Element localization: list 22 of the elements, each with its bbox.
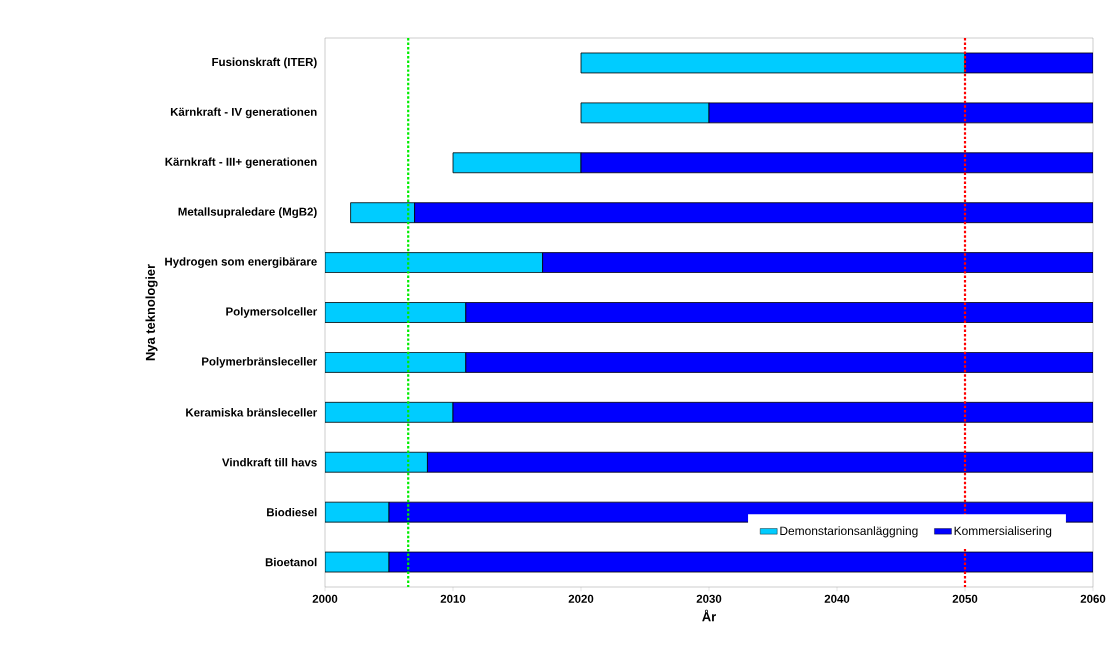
- legend-label: Demonstarionsanläggning: [780, 526, 918, 538]
- y-tick-label: Fusionskraft (ITER): [212, 57, 317, 69]
- x-tick-label: 2010: [440, 594, 466, 603]
- y-axis-title: Nya teknologier: [145, 264, 158, 361]
- x-tick-label: 2030: [696, 594, 722, 603]
- x-tick-label: 2040: [824, 594, 850, 603]
- y-tick-label: Biodiesel: [267, 507, 317, 517]
- x-tick-label: 2020: [568, 594, 594, 603]
- y-tick-label: Metallsupraledare (MgB2): [178, 207, 317, 219]
- y-tick-label: Kärnkraft - III+ generationen: [165, 157, 317, 169]
- y-tick-label: Kärnkraft - IV generationen: [170, 107, 317, 119]
- y-tick-label: Polymersolceller: [226, 307, 318, 318]
- x-axis-title: År: [702, 609, 716, 622]
- legend-label: Kommersialisering: [954, 526, 1052, 538]
- y-tick-label: Keramiska bränsleceller: [186, 408, 318, 417]
- x-tick-label: 2050: [952, 594, 978, 603]
- x-tick-label: 2060: [1080, 594, 1106, 603]
- y-tick-label: Polymerbränsleceller: [202, 357, 318, 368]
- y-tick-label: Vindkraft till havs: [222, 458, 317, 467]
- y-tick-label: Bioetanol: [265, 557, 317, 567]
- y-tick-label: Hydrogen som energibärare: [165, 257, 317, 268]
- x-tick-label: 2000: [312, 594, 338, 603]
